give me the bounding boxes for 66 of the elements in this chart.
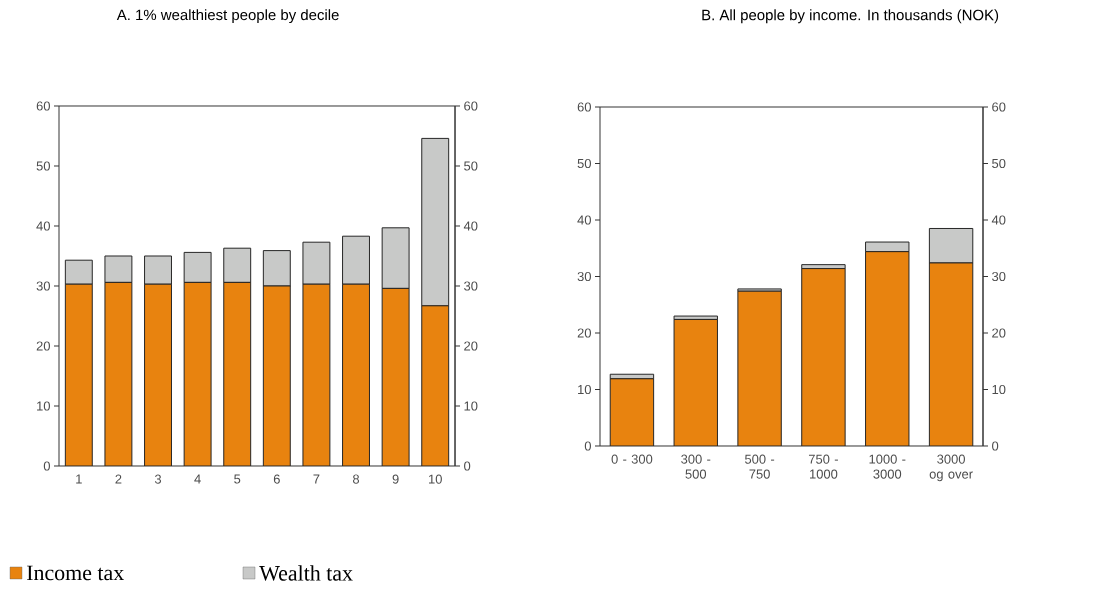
- y-tick-label: 20: [36, 341, 50, 351]
- y2-tick-label: 60: [464, 101, 478, 111]
- x-tick-label: 2: [115, 474, 122, 484]
- y2-tick-label: 20: [992, 328, 1006, 338]
- y-tick-label: 30: [36, 281, 50, 291]
- y-tick-label: 10: [578, 384, 591, 395]
- x-tick-label: 3: [154, 474, 162, 484]
- y2-tick-label: 0: [992, 441, 999, 451]
- x-tick-label: 500 - 750: [744, 454, 775, 479]
- bar: [801, 268, 846, 446]
- y-tick-label: 40: [36, 221, 50, 231]
- y2-tick-label: 30: [464, 281, 478, 291]
- y-tick-label: 20: [577, 328, 591, 338]
- x-tick-label: 1000 - 3000: [869, 454, 906, 479]
- bar: [223, 282, 251, 466]
- y2-tick-label: 10: [992, 384, 1006, 395]
- y-tick-label: 10: [37, 401, 50, 411]
- y-tick-label: 0: [43, 461, 50, 471]
- y-tick-label: 0: [584, 441, 591, 451]
- y2-tick-label: 10: [464, 401, 478, 411]
- y-tick-label: 60: [577, 102, 591, 112]
- bar: [263, 286, 291, 466]
- y-tick-label: 30: [577, 271, 591, 282]
- chart-title: A. 1% wealthiest people by decile: [116, 9, 339, 24]
- x-tick-label: 7: [313, 474, 320, 484]
- y2-tick-label: 30: [992, 271, 1006, 282]
- legend-label: Wealth tax: [259, 565, 353, 581]
- bar: [144, 284, 172, 466]
- bar: [610, 378, 654, 446]
- bar: [421, 305, 450, 466]
- y2-tick-label: 40: [991, 215, 1006, 225]
- bar: [737, 288, 782, 292]
- bar: [184, 282, 212, 466]
- bar: [382, 288, 410, 466]
- y-tick-label: 60: [36, 101, 50, 111]
- y2-tick-label: 50: [992, 158, 1006, 169]
- bar: [865, 251, 909, 446]
- x-tick-label: 300 - 500: [681, 454, 711, 479]
- x-tick-label: 3000 og over: [929, 454, 973, 482]
- y2-tick-label: 50: [464, 161, 478, 171]
- x-tick-label: 4: [194, 474, 201, 484]
- x-tick-label: 5: [234, 474, 241, 484]
- x-tick-label: 6: [273, 474, 280, 484]
- bar: [674, 319, 718, 446]
- x-tick-label: 750 - 1000: [808, 454, 838, 479]
- bar: [104, 282, 132, 466]
- x-tick-label: 8: [352, 474, 360, 484]
- bar: [673, 315, 718, 320]
- bar: [65, 284, 93, 466]
- bar: [342, 284, 370, 466]
- y2-tick-label: 20: [464, 341, 478, 351]
- y-tick-label: 50: [577, 158, 591, 169]
- legend-label: Income tax: [27, 565, 124, 581]
- y2-tick-label: 40: [463, 221, 478, 231]
- y2-tick-label: 60: [992, 102, 1006, 112]
- x-tick-label: 0 - 300: [611, 454, 653, 464]
- bar: [302, 284, 330, 466]
- x-tick-label: 1: [76, 474, 82, 484]
- bar: [737, 291, 782, 446]
- x-tick-label: 9: [392, 474, 399, 484]
- x-tick-label: 10: [429, 474, 442, 484]
- bar: [928, 262, 974, 446]
- y2-tick-label: 0: [464, 461, 471, 471]
- y-tick-label: 40: [577, 215, 591, 225]
- y-tick-label: 50: [36, 161, 50, 171]
- chart-title: B. All people by income. In thousands (NOK): [702, 9, 999, 24]
